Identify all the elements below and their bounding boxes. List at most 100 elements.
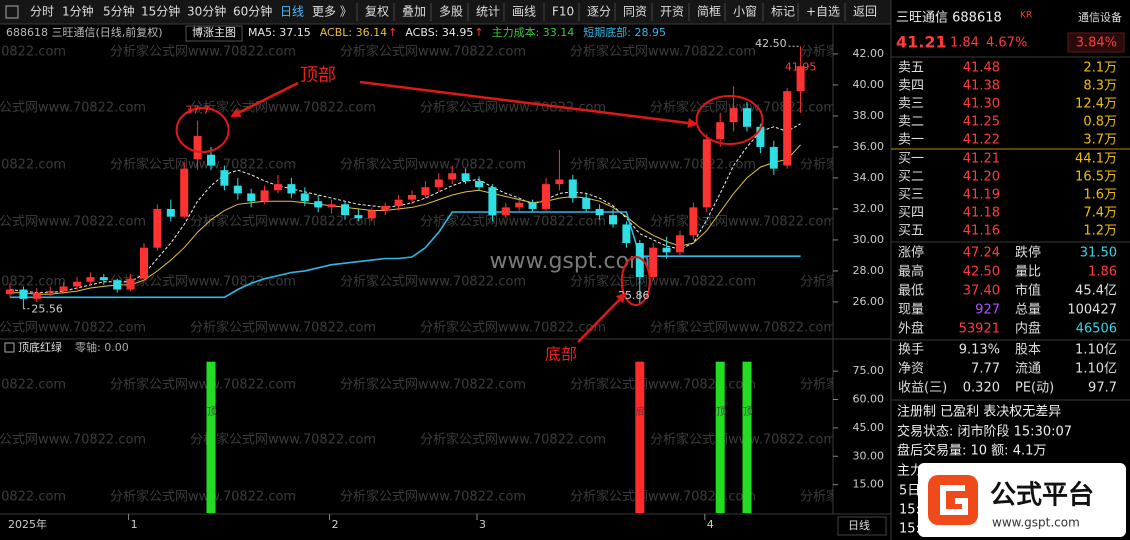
period-tab[interactable]: 更多 》 <box>312 5 352 19</box>
y-tick-label: 75.00 <box>853 364 885 377</box>
tool-button[interactable]: F10 <box>552 5 574 19</box>
period-tab[interactable]: 日线 <box>280 5 304 19</box>
period-tab[interactable]: 15分钟 <box>141 4 180 19</box>
candle-body <box>649 247 658 278</box>
candle-body <box>421 187 430 195</box>
book-price: 41.18 <box>963 206 1000 221</box>
stat-label: 最低 <box>898 284 924 299</box>
book-label: 卖二 <box>898 115 924 130</box>
watermark: 分析家公式网www.70822.com <box>800 274 986 290</box>
tool-button[interactable]: 逐分 <box>587 5 611 19</box>
stat-value: 46506 <box>1076 322 1117 337</box>
candle-body <box>247 193 256 202</box>
period-tab[interactable]: 30分钟 <box>187 4 226 19</box>
candle-body <box>689 207 698 236</box>
stat-value: 1.10亿 <box>1075 362 1117 377</box>
book-volume: 12.4万 <box>1075 97 1117 112</box>
watermark: 分析家公式网www.70822.com <box>110 489 296 505</box>
menu-icon[interactable] <box>5 5 19 19</box>
after-hours: 盘后交易量: 10 额: 4.1万 <box>897 443 1046 459</box>
logo-title: 公式平台 <box>990 480 1094 511</box>
period-tab[interactable]: 5分钟 <box>103 4 135 19</box>
book-price: 41.20 <box>963 170 1000 185</box>
tool-button[interactable]: 统计 <box>476 5 500 19</box>
tool-button[interactable]: 叠加 <box>402 5 426 19</box>
price-mark-label: 41.95 <box>785 61 817 74</box>
book-volume: 44.1万 <box>1075 152 1117 167</box>
watermark: 分析家公式网www.70822.com <box>420 100 606 116</box>
book-price: 41.38 <box>963 79 1000 94</box>
watermark: 分析家公式网www.70822.com <box>340 157 526 173</box>
candle-body <box>73 281 81 287</box>
watermark: 分析家公式网www.70822.com <box>0 274 66 290</box>
y-tick-label: 28.00 <box>853 264 885 277</box>
y-tick-label: 15.00 <box>853 478 885 491</box>
watermark: 分析家公式网www.70822.com <box>0 157 66 173</box>
candle-body <box>6 289 14 295</box>
watermark: 分析家公式网www.70822.com <box>0 320 146 336</box>
candle-body <box>99 277 108 281</box>
legend-item: 主力成本: 33.14 <box>492 25 575 39</box>
stat-value: 42.50 <box>963 265 1000 280</box>
book-volume: 16.5万 <box>1075 170 1117 185</box>
annotation-top: 顶部 <box>300 65 336 86</box>
change-pct: 4.67% <box>986 36 1027 51</box>
tool-button[interactable]: 多股 <box>439 5 463 19</box>
tool-button[interactable]: 复权 <box>365 5 389 19</box>
y-tick-label: 60.00 <box>853 393 885 406</box>
candle-body <box>193 136 202 160</box>
candle-body <box>341 204 349 216</box>
tool-button[interactable]: 标记 <box>771 5 795 19</box>
tool-button[interactable]: 返回 <box>853 5 877 19</box>
period-tab[interactable]: 分时 <box>30 5 54 19</box>
book-volume: 8.3万 <box>1083 79 1117 94</box>
tool-button[interactable]: 同资 <box>623 5 647 19</box>
candle-body <box>140 247 148 279</box>
book-label: 卖五 <box>898 61 924 76</box>
stat-label: 量比 <box>1015 265 1041 280</box>
stat-value: 1.10亿 <box>1075 343 1117 358</box>
watermark: 分析家公式网www.70822.com <box>0 432 146 448</box>
candle-body <box>86 277 95 282</box>
book-price: 41.19 <box>963 188 1000 203</box>
candle-body <box>327 204 336 208</box>
candle-body <box>702 139 711 208</box>
book-price: 41.30 <box>963 97 1000 112</box>
highlight-circle <box>620 256 651 306</box>
watermark: 分析家公式网www.70822.com <box>190 432 376 448</box>
book-label: 买四 <box>898 206 924 221</box>
tool-button[interactable]: +自选 <box>806 5 840 19</box>
period-tab[interactable]: 60分钟 <box>233 4 272 19</box>
tool-button[interactable]: 小窗 <box>733 5 757 19</box>
stat-label: 换手 <box>898 343 924 358</box>
annotation-bottom: 底部 <box>545 345 577 364</box>
tool-button[interactable]: 简框 <box>697 5 721 19</box>
candle-body <box>32 292 41 299</box>
arrow <box>230 81 299 118</box>
candle-body <box>743 108 751 127</box>
stat-label: 跌停 <box>1015 245 1041 261</box>
watermark: 分析家公式网www.70822.com <box>110 274 296 290</box>
watermark: 分析家公式网www.70822.com <box>0 100 146 116</box>
indicator-box[interactable] <box>185 25 243 42</box>
candle-body <box>622 224 631 244</box>
x-tick-label: 2 <box>332 518 339 531</box>
site-logo: 公式平台 www.gspt.com <box>918 463 1126 537</box>
candle-body <box>300 193 309 202</box>
watermark: 分析家公式网www.70822.com <box>110 157 296 173</box>
watermark: 分析家公式网www.70822.com <box>420 214 606 230</box>
indicator-name: 博涨主图 <box>192 26 236 39</box>
panel-icon[interactable] <box>4 342 15 353</box>
watermark: 分析家公式网www.70822.com <box>570 157 756 173</box>
tool-button[interactable]: 开资 <box>660 5 684 19</box>
candle-body <box>233 185 242 194</box>
watermark: 分析家公式网www.70822.com <box>110 44 296 60</box>
tool-button[interactable]: 画线 <box>512 5 536 19</box>
watermark: 分析家公式网www.70822.com <box>800 44 986 60</box>
period-tab[interactable]: 1分钟 <box>62 4 94 19</box>
watermark: 分析家公式网www.70822.com <box>570 44 756 60</box>
watermark: 分析家公式网www.70822.com <box>570 377 756 393</box>
y-tick-label: 26.00 <box>853 295 885 308</box>
candle-body <box>475 181 483 188</box>
